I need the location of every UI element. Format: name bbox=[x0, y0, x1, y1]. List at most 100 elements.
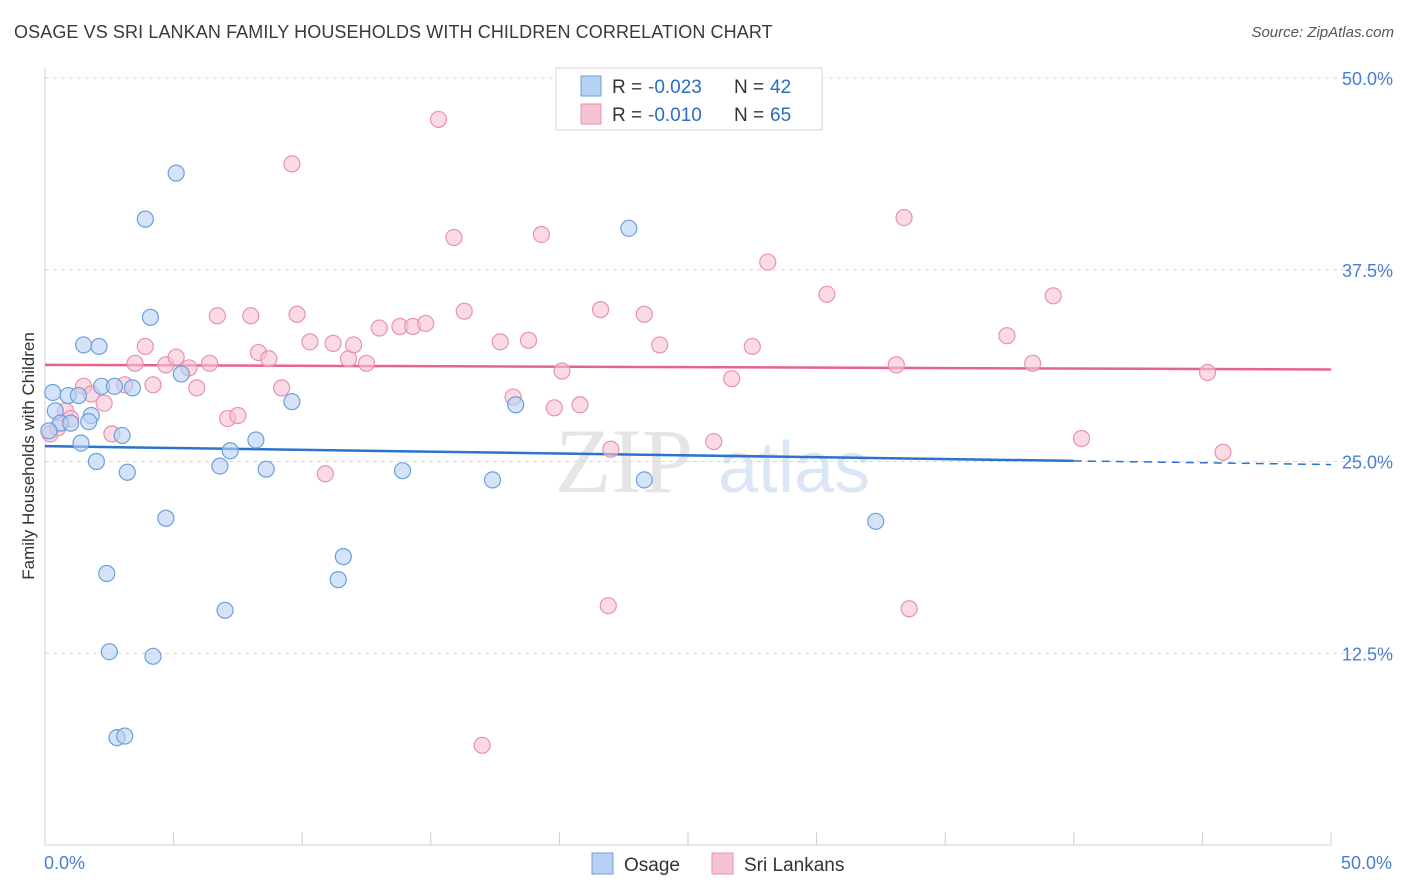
srilankan-point bbox=[136, 337, 154, 356]
srilankan-point bbox=[1072, 429, 1091, 448]
osage-point bbox=[216, 601, 234, 619]
x-tick-label-min: 0.0% bbox=[44, 853, 85, 873]
osage-point bbox=[172, 365, 190, 383]
srilankan-point bbox=[651, 336, 669, 354]
srilankan-point bbox=[201, 354, 219, 372]
y-tick-label: 50.0% bbox=[1342, 69, 1393, 89]
srilankan-point bbox=[519, 331, 538, 349]
osage-point bbox=[221, 442, 239, 460]
osage-point bbox=[123, 379, 142, 397]
osage-point bbox=[116, 727, 134, 745]
trend-layer bbox=[44, 363, 1332, 466]
srilankan-point bbox=[283, 155, 301, 173]
srilankan-point bbox=[998, 327, 1016, 345]
srilankan-point bbox=[242, 307, 260, 325]
y-tick-label: 37.5% bbox=[1342, 261, 1393, 281]
srilankan-point bbox=[429, 110, 448, 129]
srilankan-point bbox=[301, 333, 319, 351]
srilankan-point bbox=[345, 336, 363, 354]
srilankan-point bbox=[370, 319, 388, 337]
osage-point bbox=[247, 431, 265, 449]
osage-point bbox=[74, 336, 93, 354]
legend-box: R = -0.023 N = 42 R = -0.010 N = 65 bbox=[555, 67, 823, 131]
srilankan-point bbox=[532, 225, 550, 244]
srilankan-point bbox=[602, 440, 620, 458]
osage-point bbox=[118, 463, 136, 481]
y-axis-label: Family Households with Children bbox=[19, 332, 38, 580]
x-tick-label-max: 50.0% bbox=[1341, 853, 1392, 873]
srilankan-point bbox=[553, 362, 571, 380]
osage-point bbox=[257, 460, 275, 478]
srilankan-trend-line bbox=[44, 363, 1332, 371]
osage-point bbox=[483, 471, 502, 489]
legend-n-value-srilankan: 65 bbox=[770, 105, 791, 126]
srilankan-point bbox=[167, 348, 185, 366]
srilankan-point bbox=[273, 379, 291, 397]
srilankan-point bbox=[260, 350, 278, 368]
legend-swatch-srilankan bbox=[580, 103, 602, 125]
osage-point bbox=[62, 414, 80, 432]
osage-trend-line bbox=[44, 444, 1074, 463]
srilankan-point bbox=[324, 334, 342, 352]
chart-title: OSAGE VS SRI LANKAN FAMILY HOUSEHOLDS WI… bbox=[14, 22, 773, 42]
srilankan-point bbox=[887, 356, 905, 374]
watermark-atlas: atlas bbox=[718, 428, 870, 508]
y-tick-label: 12.5% bbox=[1342, 644, 1393, 664]
srilankan-point bbox=[743, 337, 761, 356]
srilankan-point bbox=[229, 406, 247, 425]
legend-r-value-osage: -0.023 bbox=[648, 77, 702, 98]
osage-point bbox=[90, 337, 108, 356]
osage-point bbox=[98, 564, 116, 583]
srilankan-point bbox=[208, 307, 226, 325]
osage-point bbox=[507, 396, 525, 414]
srilankan-point bbox=[316, 465, 334, 483]
srilankan-point bbox=[591, 301, 610, 319]
legend-r-label-osage: R = bbox=[612, 77, 642, 98]
bottom-legend-swatch-srilankan bbox=[711, 852, 734, 875]
srilankan-point bbox=[357, 354, 376, 372]
srilankan-point bbox=[445, 228, 463, 247]
srilankan-point bbox=[723, 370, 741, 388]
srilankan-point bbox=[1044, 287, 1062, 305]
legend-swatch-osage bbox=[580, 75, 602, 97]
osage-point bbox=[393, 462, 412, 480]
srilankan-point bbox=[818, 285, 836, 303]
osage-point bbox=[157, 509, 175, 527]
srilankan-point bbox=[599, 597, 617, 615]
srilankan-point bbox=[1024, 354, 1042, 372]
srilankan-point bbox=[900, 600, 918, 618]
osage-point bbox=[69, 386, 88, 405]
osage-point bbox=[167, 164, 185, 182]
legend-n-label-srilankan: N = bbox=[734, 105, 764, 126]
osage-point bbox=[87, 452, 106, 471]
osage-point bbox=[44, 383, 62, 402]
osage-point bbox=[144, 647, 162, 665]
osage-point bbox=[334, 548, 352, 566]
srilankan-point bbox=[417, 314, 435, 333]
bottom-legend-swatch-osage bbox=[591, 852, 614, 875]
bottom-legend-label-osage: Osage bbox=[624, 855, 680, 876]
bottom-legend: Osage Sri Lankans bbox=[591, 852, 844, 876]
axis-layer bbox=[44, 68, 1332, 846]
y-tick-label: 25.0% bbox=[1342, 453, 1393, 473]
osage-point bbox=[211, 457, 229, 475]
srilankan-point bbox=[1198, 363, 1217, 382]
osage-point bbox=[620, 219, 638, 237]
points-layer bbox=[40, 110, 1232, 754]
srilankan-point bbox=[95, 394, 113, 412]
legend-r-label-srilankan: R = bbox=[612, 105, 642, 126]
osage-point bbox=[329, 571, 347, 589]
srilankan-point bbox=[473, 736, 491, 754]
legend-n-value-osage: 42 bbox=[770, 77, 791, 98]
osage-point bbox=[141, 308, 160, 326]
srilankan-point bbox=[759, 253, 777, 271]
srilankan-point bbox=[144, 376, 162, 394]
srilankan-point bbox=[895, 208, 913, 227]
srilankan-point bbox=[1214, 443, 1232, 461]
osage-point bbox=[105, 377, 124, 395]
osage-point bbox=[113, 426, 131, 445]
osage-point bbox=[867, 512, 885, 530]
srilankan-point bbox=[571, 396, 589, 414]
osage-point bbox=[40, 422, 58, 440]
legend-r-value-srilankan: -0.010 bbox=[648, 105, 702, 126]
